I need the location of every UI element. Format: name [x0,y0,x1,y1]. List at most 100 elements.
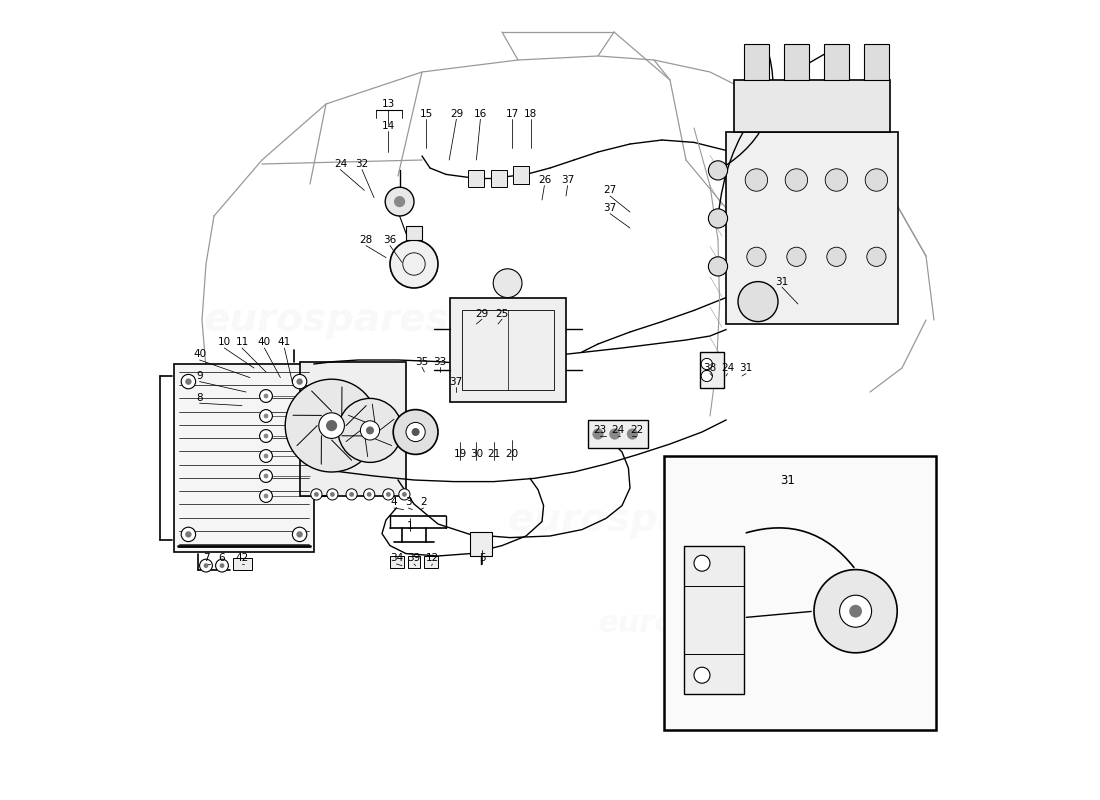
Bar [864,44,889,80]
Text: 33: 33 [433,357,447,366]
Text: 22: 22 [630,426,644,435]
Circle shape [694,667,710,683]
Bar [701,352,725,388]
Text: 6: 6 [219,554,225,563]
Circle shape [338,398,402,462]
Circle shape [260,390,273,402]
Bar [683,546,744,694]
Circle shape [296,378,303,385]
Bar [406,226,422,240]
Circle shape [260,470,273,482]
Circle shape [386,492,390,497]
Text: 10: 10 [218,338,231,347]
Text: 28: 28 [360,235,373,245]
Circle shape [260,450,273,462]
Text: 34: 34 [389,554,403,563]
Bar [726,132,898,324]
Circle shape [402,492,407,497]
Bar [824,44,849,80]
Circle shape [825,169,848,191]
Text: 9: 9 [196,371,202,381]
Circle shape [827,247,846,266]
Text: 24: 24 [612,426,625,435]
Text: 31: 31 [739,363,752,373]
Text: 37: 37 [604,203,617,213]
Circle shape [216,559,229,572]
Text: 1: 1 [407,521,414,530]
Circle shape [314,492,319,497]
Text: 4: 4 [390,498,397,507]
Bar [588,420,648,448]
Circle shape [785,169,807,191]
Circle shape [264,394,268,398]
Circle shape [349,492,354,497]
Text: 41: 41 [278,338,292,347]
Text: 35: 35 [416,357,429,366]
Text: 3: 3 [405,498,411,507]
Circle shape [260,490,273,502]
Bar [300,362,406,496]
Text: 17: 17 [506,109,519,118]
Circle shape [867,247,886,266]
Text: 31: 31 [780,474,795,486]
Text: 2: 2 [420,498,427,507]
Bar [734,80,890,132]
Bar [462,310,554,390]
Text: 20: 20 [505,450,518,459]
Text: 24: 24 [333,159,346,169]
Bar [174,364,314,552]
Bar [514,166,529,184]
Text: 39: 39 [407,554,420,563]
Text: 15: 15 [419,109,432,118]
Text: 37: 37 [449,377,462,386]
Text: 11: 11 [235,338,249,347]
Circle shape [393,410,438,454]
Bar [450,298,566,402]
Bar [744,44,769,80]
Circle shape [839,595,871,627]
Bar [469,170,484,187]
Circle shape [493,269,522,298]
Circle shape [330,492,334,497]
Circle shape [293,374,307,389]
Circle shape [394,196,405,207]
Circle shape [361,421,379,440]
Text: 23: 23 [593,426,606,435]
Bar [491,170,507,187]
Text: eurospares: eurospares [507,501,752,539]
Circle shape [346,489,358,500]
Circle shape [609,429,620,440]
Circle shape [364,489,375,500]
Circle shape [326,420,338,431]
Bar [408,556,419,568]
Circle shape [627,429,638,440]
Circle shape [849,605,862,618]
Text: 36: 36 [384,235,397,245]
Text: 30: 30 [470,450,483,459]
Bar [683,586,744,654]
Circle shape [701,358,713,370]
Text: 42: 42 [235,554,249,563]
Text: eurospares: eurospares [597,610,791,638]
Text: 25: 25 [495,309,508,318]
Text: 21: 21 [487,450,500,459]
Text: 37: 37 [561,175,574,185]
Circle shape [366,426,374,434]
Circle shape [385,187,414,216]
Text: 29: 29 [450,109,463,118]
Bar [233,558,252,570]
Circle shape [866,169,888,191]
Circle shape [411,428,419,436]
Circle shape [593,429,604,440]
Text: 18: 18 [525,109,538,118]
Bar [390,556,405,568]
Bar [424,556,438,568]
Text: 14: 14 [382,121,395,130]
Circle shape [185,531,191,538]
Circle shape [708,209,727,228]
Circle shape [260,410,273,422]
Circle shape [399,489,410,500]
Circle shape [264,494,268,498]
Circle shape [747,247,766,266]
Text: 12: 12 [426,554,439,563]
